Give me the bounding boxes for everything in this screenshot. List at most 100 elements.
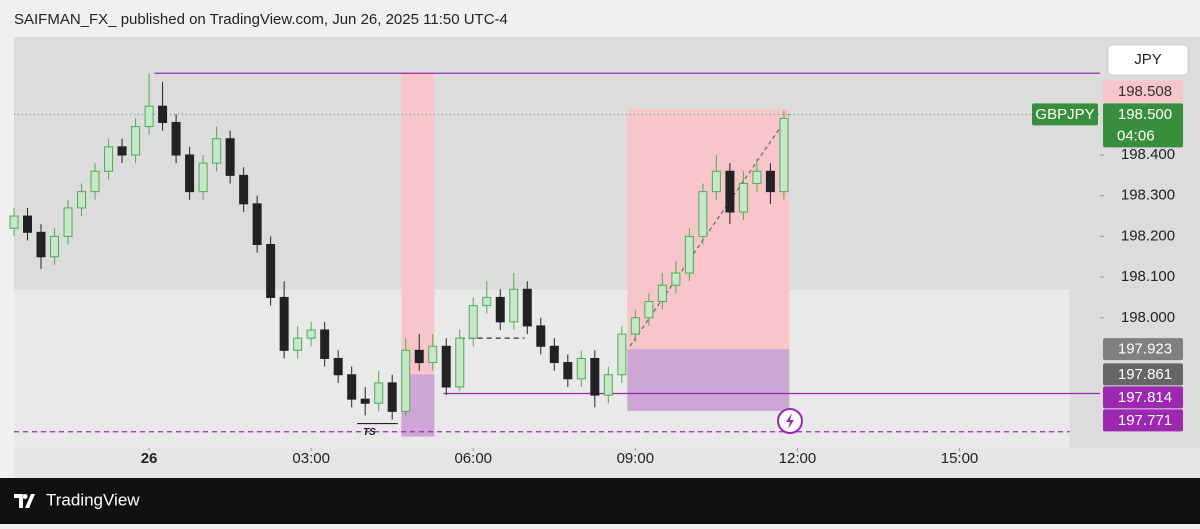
candle-body: [293, 337, 303, 351]
candle-body: [455, 337, 465, 388]
footer-bg: [0, 478, 1200, 524]
candle-body: [90, 170, 100, 193]
price-badge-label: 198.508: [1118, 83, 1172, 100]
currency: JPY: [1134, 51, 1162, 68]
candle-body: [77, 191, 87, 209]
y-tick-label: 198.100: [1121, 268, 1175, 285]
candle-body: [252, 203, 262, 246]
trend-line: [629, 114, 790, 347]
price-badge: [1103, 80, 1183, 103]
candle-body: [549, 345, 559, 364]
candle-body: [401, 349, 411, 412]
candle-body: [306, 329, 316, 339]
candle-body: [144, 105, 154, 128]
candle-body: [603, 374, 613, 396]
candle-body: [482, 296, 492, 307]
candle-body: [428, 345, 438, 364]
candle-body: [266, 244, 276, 298]
logo: [14, 494, 35, 508]
candle-body: [414, 349, 424, 364]
zone: [627, 109, 790, 350]
candle-body: [590, 357, 600, 396]
candle-body: [23, 215, 33, 233]
x-tick-label: 12:00: [779, 450, 817, 467]
zone: [627, 349, 790, 411]
zone: [14, 289, 1070, 448]
candle-body: [738, 182, 748, 213]
price-badge-label: 197.923: [1118, 341, 1172, 358]
candle-body: [104, 146, 114, 172]
candle-body: [50, 235, 60, 258]
candle-body: [752, 170, 762, 184]
price-badge: [1103, 103, 1183, 148]
candle-body: [185, 154, 195, 193]
countdown: 04:06: [1117, 127, 1155, 144]
candle-body: [495, 296, 505, 323]
candle-body: [711, 170, 721, 193]
x-tick-label: 03:00: [292, 450, 330, 467]
candle-body: [657, 284, 667, 303]
candle-body: [279, 296, 289, 351]
alert-icon: [777, 408, 803, 434]
candle-body: [684, 235, 694, 274]
candle-body: [347, 374, 357, 400]
price-badge-label: 197.771: [1118, 412, 1172, 429]
candle-body: [212, 138, 222, 164]
candle-body: [536, 325, 546, 347]
candle-body: [509, 288, 519, 323]
candle-body: [9, 215, 19, 229]
zone: [401, 72, 435, 375]
y-tick-label: 198.000: [1121, 309, 1175, 326]
level-label: TS: [363, 427, 376, 438]
candle-body: [698, 191, 708, 237]
price-badge-label: 198.500: [1118, 106, 1172, 123]
candle-body: [563, 362, 573, 380]
candle-body: [225, 138, 235, 176]
candle-body: [171, 121, 181, 156]
symbol-tag: [1032, 103, 1098, 126]
candle-body: [387, 382, 397, 412]
candle-body: [198, 162, 208, 193]
candle-body: [617, 333, 627, 376]
y-tick-label: 198.400: [1121, 146, 1175, 163]
candle-body: [441, 345, 451, 388]
candle-body: [576, 357, 586, 380]
candle-body: [765, 170, 775, 193]
header: SAIFMAN_FX_ published on TradingView.com…: [14, 11, 508, 28]
candle-body: [630, 317, 640, 335]
candle-body: [117, 146, 127, 156]
candle-body: [522, 288, 532, 327]
header-bg: [0, 0, 1200, 37]
candle-body: [374, 382, 384, 404]
plot: 198.000 198.100 198.200 198.300 198.400 26 03:…: [9, 72, 1183, 467]
candle-body: [360, 398, 370, 404]
footer-brand: TradingView: [46, 490, 140, 509]
candle-body: [239, 174, 249, 205]
price-badge: [1103, 363, 1183, 386]
candle-body: [468, 305, 478, 339]
candle-body: [63, 207, 73, 237]
candle-body: [779, 117, 789, 193]
candle-body: [158, 105, 168, 123]
candle-body: [644, 301, 654, 319]
y-tick-label: 198.300: [1121, 187, 1175, 204]
x-tick-label: 06:00: [454, 450, 492, 467]
candle-body: [131, 126, 141, 156]
price-badge: [1103, 338, 1183, 361]
candle-body: [333, 357, 343, 376]
candle-body: [36, 231, 46, 258]
candle-body: [320, 329, 330, 359]
price-badge: [1103, 409, 1183, 432]
symbol: GBPJPY: [1035, 106, 1094, 123]
x-tick-label: 15:00: [941, 450, 979, 467]
y-tick-label: 198.200: [1121, 227, 1175, 244]
price-badge-label: 197.861: [1118, 366, 1172, 383]
x-tick-label: 09:00: [617, 450, 655, 467]
time-axis-bg: [14, 448, 1200, 478]
x-tick-label: 26: [141, 450, 158, 467]
price-badge: [1103, 386, 1183, 409]
candle-body: [671, 272, 681, 286]
price-badge-label: 197.814: [1118, 389, 1172, 406]
